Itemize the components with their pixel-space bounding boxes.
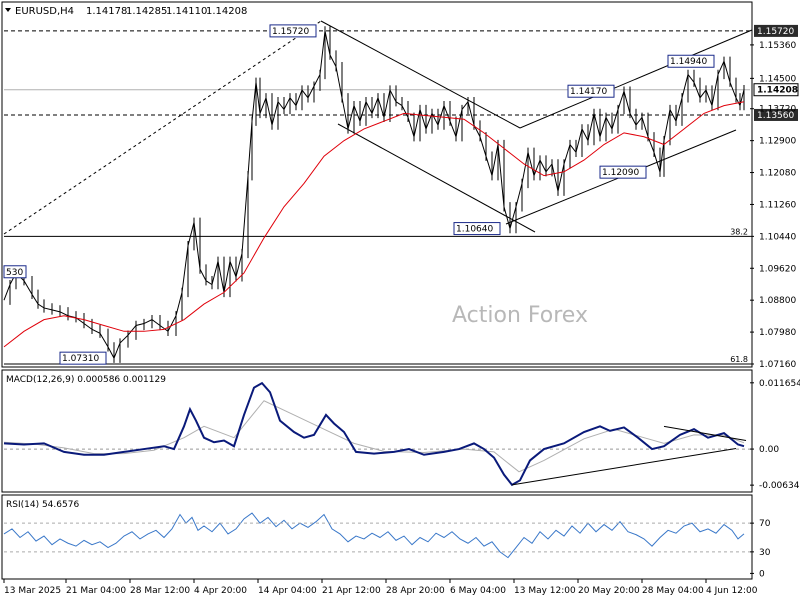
price-axis-label: 1.13720 [759, 105, 796, 115]
price-axis-label: 1.11260 [759, 200, 796, 210]
header-high: 1.14285 [126, 6, 167, 17]
channel-lower-line [337, 123, 536, 233]
price-annotations: 1.15720 1.14940 1.14170 1.12090 1.10640 1.073… [3, 24, 715, 365]
macd-title: MACD(12,26,9) 0.000586 0.001129 [6, 375, 166, 385]
macd-resistance-trendline [663, 425, 747, 442]
macd-axis: 0.011654 0.00 -0.006345 [750, 379, 800, 491]
level-label-box [754, 24, 798, 37]
header-low: 1.14110 [166, 6, 207, 17]
macd-axis-label: -0.006345 [759, 481, 800, 491]
price-annotation-box [453, 222, 501, 236]
rsi-panel-frame [1, 494, 753, 580]
fib-level-label: 61.8 [730, 355, 748, 364]
price-annotation-box [269, 24, 317, 38]
macd-panel-frame [1, 369, 753, 493]
price-axis-label: 1.15360 [759, 41, 796, 51]
time-axis-label: 21 Mar 04:00 [66, 586, 126, 596]
time-axis-label: 20 May 20:00 [578, 586, 640, 596]
moving-average-line [3, 101, 745, 348]
price-annotation-label: 1.07310 [62, 354, 99, 364]
dotted-trendline [3, 20, 322, 235]
header-open: 1.14178 [86, 6, 127, 17]
time-axis-label: 21 Apr 12:00 [322, 586, 381, 596]
price-annotation-label: 1.12090 [602, 168, 639, 178]
price-annotation-label: 1.10640 [456, 225, 493, 235]
macd-main-line [3, 381, 745, 487]
price-axis-label: 1.08800 [759, 296, 796, 306]
header-symbol: EURUSD,H4 [15, 6, 74, 17]
price-axis-label: 1.09620 [759, 264, 796, 274]
rsi-axis-label: 0 [759, 569, 765, 579]
rsi-series [3, 512, 745, 559]
time-axis-label: 28 Apr 20:00 [386, 586, 445, 596]
time-axis-label: 4 Apr 20:00 [194, 586, 247, 596]
rsi-axis-label: 30 [759, 548, 771, 558]
price-axis-label: 1.07980 [759, 328, 796, 338]
price-axis: 1.15360 1.14500 1.13720 1.12900 1.12080 1.112… [750, 41, 796, 370]
time-axis-label: 28 Mar 12:00 [130, 586, 190, 596]
header-close: 1.14208 [206, 6, 247, 17]
macd-series [3, 381, 750, 487]
current-price-box [753, 83, 799, 97]
price-axis-label: 1.07160 [759, 360, 796, 370]
price-annotation-label: 1.15720 [272, 27, 309, 37]
current-price-label: 1.14208 [757, 86, 798, 96]
price-axis-label: 1.10440 [759, 232, 796, 242]
time-axis-label: 6 May 04:00 [450, 586, 506, 596]
price-annotation-label: 1.14940 [670, 57, 707, 67]
level-label-box [754, 108, 798, 121]
time-axis-label: 4 Jun 12:00 [706, 586, 758, 596]
price-axis-label: 1.14500 [759, 74, 796, 84]
header-triangle-icon [5, 8, 11, 12]
trendlines [3, 20, 753, 235]
price-levels: 1.15720 1.14208 1.13560 38.2 61.8 [4, 24, 799, 365]
price-series [3, 26, 745, 363]
rising-channel-upper-line [519, 29, 753, 129]
macd-axis-label: 0.011654 [759, 379, 800, 389]
fib-level-label: 38.2 [730, 227, 748, 236]
rsi-axis: 70 30 0 [4, 519, 771, 579]
time-axis: 13 Mar 2025 21 Mar 04:00 28 Mar 12:00 4 Apr… [3, 579, 758, 596]
level-label: 1.15720 [757, 27, 794, 37]
macd-axis-label: 0.00 [759, 445, 779, 455]
macd-signal-line [3, 400, 745, 473]
price-annotation-box [59, 351, 107, 365]
price-axis-label: 1.12080 [759, 169, 796, 179]
time-axis-label: 13 May 12:00 [514, 586, 576, 596]
price-annotation-label: 1.14170 [570, 87, 607, 97]
time-axis-label: 13 Mar 2025 [4, 586, 61, 596]
price-panel-frame [1, 1, 753, 368]
rsi-title: RSI(14) 54.6576 [6, 500, 79, 510]
price-annotation-box [599, 165, 647, 179]
channel-upper-line [320, 20, 521, 129]
price-annotation-box [3, 265, 27, 279]
price-annotation-box [567, 84, 615, 98]
macd-support-trendline [511, 448, 737, 486]
price-annotation-box [667, 54, 715, 68]
price-axis-label: 1.12900 [759, 137, 796, 147]
level-label: 1.13560 [757, 111, 794, 121]
price-annotation-label: 530 [6, 268, 23, 278]
rsi-line [3, 512, 745, 559]
time-axis-label: 28 May 04:00 [642, 586, 704, 596]
watermark: Action Forex [452, 303, 588, 328]
time-axis-label: 14 Apr 04:00 [258, 586, 317, 596]
rsi-axis-label: 70 [759, 519, 771, 529]
